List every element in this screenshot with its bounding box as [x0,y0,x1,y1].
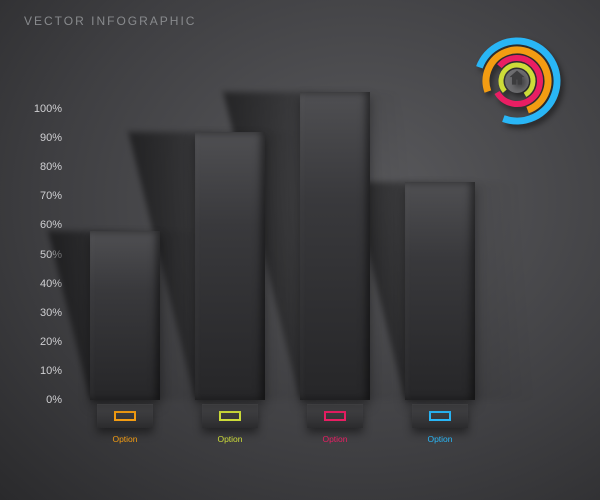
bar-chart: 0%10%20%30%40%50%60%70%80%90%100% [70,80,500,400]
legend-swatch [324,411,346,421]
legend-box [412,404,468,428]
legend-swatch [219,411,241,421]
y-tick: 20% [22,336,62,348]
bars-container [70,80,500,400]
y-tick: 40% [22,278,62,290]
legend-box [97,404,153,428]
y-tick: 30% [22,307,62,319]
legend-swatch [429,411,451,421]
legend-label: Option [405,434,475,444]
ring-badge [462,26,572,136]
page-title: VECTOR INFOGRAPHIC [24,14,196,28]
legend-item: Option [90,404,160,444]
y-tick: 100% [22,103,62,115]
y-tick: 70% [22,190,62,202]
y-tick: 90% [22,132,62,144]
legend-label: Option [90,434,160,444]
y-tick: 80% [22,161,62,173]
legend-label: Option [195,434,265,444]
legend-item: Option [300,404,370,444]
legend-item: Option [195,404,265,444]
legend-item: Option [405,404,475,444]
legend-box [307,404,363,428]
y-tick: 10% [22,365,62,377]
y-tick: 60% [22,219,62,231]
y-tick: 0% [22,394,62,406]
legend-swatch [114,411,136,421]
legend-row: Option Option Option Option [70,404,500,464]
home-icon [507,68,527,94]
legend-label: Option [300,434,370,444]
legend-box [202,404,258,428]
